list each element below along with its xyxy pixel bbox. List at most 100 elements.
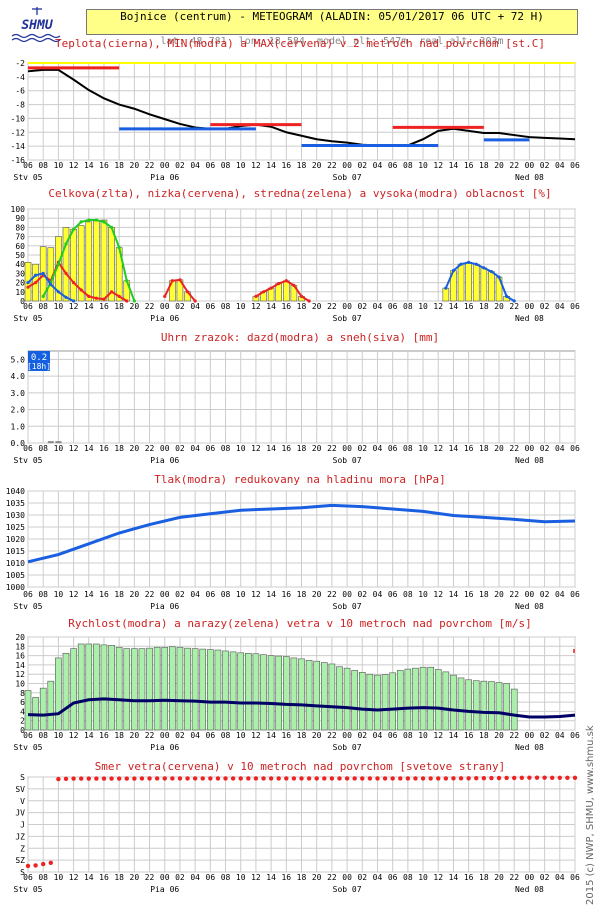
nizka-cloud-point xyxy=(284,279,288,283)
x-tick-label: 14 xyxy=(449,590,459,599)
y-tick-label: 70 xyxy=(15,233,25,242)
wind-direction-point xyxy=(572,775,578,780)
gust-bar xyxy=(510,688,518,731)
snow-bar xyxy=(47,441,54,444)
x-tick-label: 00 xyxy=(525,444,535,453)
gust-bar xyxy=(146,647,153,731)
wind-direction-point xyxy=(124,776,129,781)
total-cloud-bar xyxy=(275,283,283,302)
x-tick-label: 16 xyxy=(281,731,291,740)
gust-bar xyxy=(267,655,275,731)
wind-direction-point xyxy=(466,776,471,781)
x-tick-label: 18 xyxy=(114,731,124,740)
x-tick-label: 04 xyxy=(555,302,565,311)
x-tick-label: 14 xyxy=(266,302,276,311)
gust-bar xyxy=(214,649,222,731)
total-cloud-bar xyxy=(283,280,290,302)
panel-title: Tlak(modra) redukovany na hladinu mora [… xyxy=(154,473,445,486)
gust-bar xyxy=(419,666,427,731)
wind-direction-point xyxy=(200,776,205,781)
x-tick-label: 16 xyxy=(99,731,109,740)
x-tick-label: 22 xyxy=(145,302,155,311)
x-tick-label: 20 xyxy=(130,161,140,170)
wind-direction-point xyxy=(329,776,335,781)
x-tick-label: 02 xyxy=(540,873,550,882)
pressure-line xyxy=(27,503,576,564)
vysoka-cloud-point xyxy=(459,262,463,266)
nizka-cloud-point xyxy=(33,281,38,285)
wind-direction-point xyxy=(246,776,251,781)
x-tick-label: 02 xyxy=(175,731,185,740)
day-label: Sob 07 xyxy=(333,456,362,465)
x-tick-label: 04 xyxy=(190,731,200,740)
x-tick-label: 08 xyxy=(38,731,48,740)
x-tick-label: 14 xyxy=(449,302,459,311)
panel-title: Uhrn zrazok: dazd(modra) a sneh(siva) [m… xyxy=(161,331,439,344)
gust-bar xyxy=(24,690,32,731)
gust-bar xyxy=(457,677,465,731)
gust-bar xyxy=(328,663,336,731)
x-tick-label: 14 xyxy=(84,873,94,882)
x-tick-label: 22 xyxy=(145,161,155,170)
x-tick-label: 04 xyxy=(555,590,565,599)
x-tick-label: 20 xyxy=(312,161,322,170)
wind-direction-point xyxy=(352,776,357,781)
x-tick-label: 00 xyxy=(342,731,352,740)
x-tick-label: 16 xyxy=(281,302,291,311)
x-tick-label: 00 xyxy=(160,731,170,740)
x-tick-label: 14 xyxy=(84,731,94,740)
x-tick-label: 06 xyxy=(206,731,216,740)
gust-bar xyxy=(434,669,442,731)
x-tick-label: 12 xyxy=(433,161,443,170)
x-tick-label: 08 xyxy=(221,873,231,882)
x-tick-label: 22 xyxy=(145,590,155,599)
x-tick-label: 06 xyxy=(23,590,33,599)
vysoka-cloud-point xyxy=(451,269,456,273)
y-tick-label: 10 xyxy=(15,288,25,297)
total-cloud-bar xyxy=(85,221,93,302)
gust-bar xyxy=(488,681,495,731)
stredna-cloud-point xyxy=(132,299,136,303)
x-tick-label: 22 xyxy=(327,590,337,599)
y-tick-label: 20 xyxy=(15,279,25,288)
x-tick-label: 06 xyxy=(388,444,398,453)
day-label: Ned 08 xyxy=(515,885,544,894)
y-tick-label: 6 xyxy=(20,698,25,707)
x-tick-label: 20 xyxy=(130,444,140,453)
wind-direction-point xyxy=(170,776,175,781)
x-tick-label: 00 xyxy=(342,161,352,170)
panel-title: Teplota(cierna), MIN(modra) a MAX(cerven… xyxy=(55,37,545,50)
x-tick-label: 12 xyxy=(69,302,79,311)
stredna-cloud-point xyxy=(94,218,98,222)
location-meta: lat: 48.781 lon: 18.584 model_alt: 547m … xyxy=(160,36,504,47)
x-tick-label: 02 xyxy=(540,731,550,740)
x-tick-label: 12 xyxy=(251,302,261,311)
gust-bar xyxy=(85,643,93,731)
x-tick-label: 04 xyxy=(373,873,383,882)
y-tick-label: 18 xyxy=(15,642,25,651)
x-tick-label: 10 xyxy=(236,444,246,453)
gust-bar xyxy=(115,646,123,731)
vysoka-cloud-point xyxy=(64,295,68,299)
x-tick-label: 22 xyxy=(509,302,519,311)
x-tick-label: 20 xyxy=(494,873,504,882)
x-tick-label: 06 xyxy=(388,302,398,311)
wind-direction-point xyxy=(25,863,31,869)
y-tick-label: -14 xyxy=(11,142,26,151)
vysoka-cloud-point xyxy=(505,294,509,298)
x-tick-label: 16 xyxy=(464,590,474,599)
gust-bar xyxy=(442,671,450,731)
x-tick-label: 10 xyxy=(418,873,428,882)
nizka-cloud-point xyxy=(254,294,258,298)
gust-bar xyxy=(237,652,245,731)
x-tick-label: 18 xyxy=(297,161,307,170)
x-tick-label: 06 xyxy=(206,161,216,170)
y-tick-label: 30 xyxy=(15,269,25,278)
wind-direction-point xyxy=(496,775,502,781)
x-tick-label: 10 xyxy=(418,302,428,311)
x-tick-label: 22 xyxy=(509,873,519,882)
day-label: Stv 05 xyxy=(14,602,43,611)
total-cloud-bar xyxy=(442,287,450,302)
x-tick-label: 02 xyxy=(175,161,185,170)
gust-bar xyxy=(131,648,138,731)
